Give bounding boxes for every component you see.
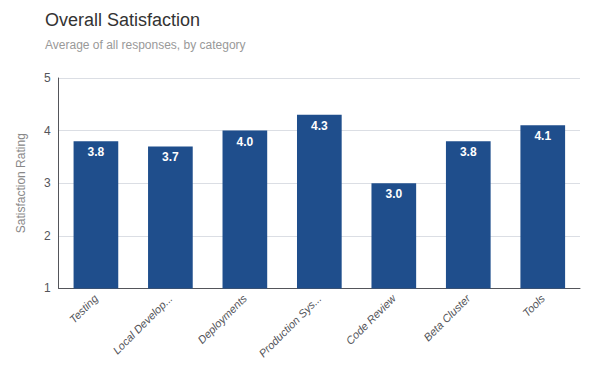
svg-text:4.1: 4.1 [534, 129, 551, 143]
svg-text:1: 1 [44, 281, 51, 295]
svg-text:Average of all responses, by c: Average of all responses, by category [45, 38, 246, 52]
svg-text:3: 3 [44, 176, 51, 190]
svg-text:Deployments: Deployments [195, 292, 249, 346]
svg-text:5: 5 [44, 71, 51, 85]
svg-text:Production Sys...: Production Sys... [256, 292, 323, 359]
svg-text:Satisfaction Rating: Satisfaction Rating [14, 133, 28, 233]
svg-text:3.8: 3.8 [460, 145, 477, 159]
svg-text:3.7: 3.7 [162, 150, 179, 164]
svg-text:Code Review: Code Review [343, 291, 398, 346]
svg-text:3.0: 3.0 [385, 187, 402, 201]
svg-text:Testing: Testing [67, 292, 101, 326]
svg-text:4.0: 4.0 [237, 135, 254, 149]
svg-text:Beta Cluster: Beta Cluster [421, 291, 473, 343]
svg-text:Overall Satisfaction: Overall Satisfaction [45, 10, 200, 30]
svg-text:4.3: 4.3 [311, 119, 328, 133]
svg-text:3.8: 3.8 [88, 145, 105, 159]
svg-text:Tools: Tools [520, 292, 547, 319]
svg-text:2: 2 [44, 229, 51, 243]
svg-text:4: 4 [44, 124, 51, 138]
svg-text:Local Develop...: Local Develop... [110, 292, 174, 356]
